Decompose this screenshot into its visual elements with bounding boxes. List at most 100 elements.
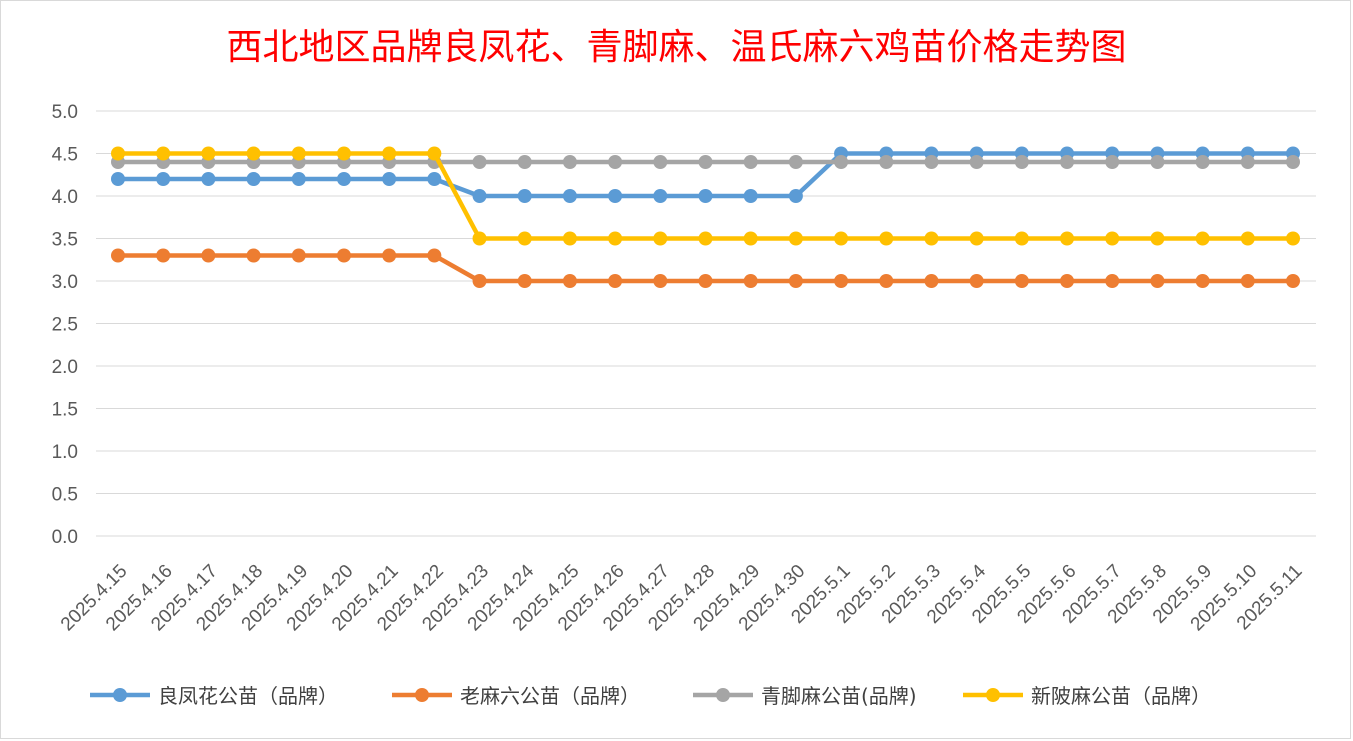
chart-title: 西北地区品牌良凤花、青脚麻、温氏麻六鸡苗价格走势图 — [226, 27, 1127, 68]
data-point — [472, 155, 487, 169]
data-point — [608, 189, 623, 203]
data-point — [879, 155, 894, 169]
data-point — [653, 274, 668, 288]
legend-item: 良凤花公苗（品牌） — [90, 684, 338, 708]
data-point — [1105, 155, 1120, 169]
data-point — [1150, 274, 1165, 288]
data-point — [1195, 155, 1210, 169]
data-point — [1195, 274, 1210, 288]
x-axis-ticks: 2025.4.152025.4.162025.4.172025.4.182025… — [57, 560, 1307, 635]
data-point — [291, 146, 306, 161]
y-axis-ticks: 0.0 0.5 1.0 1.5 2.0 2.5 3.0 3.5 4.0 4.5 5.0 — [52, 102, 78, 548]
data-point — [698, 155, 713, 169]
data-point — [1286, 155, 1300, 169]
data-point — [743, 189, 758, 203]
legend-label: 老麻六公苗（品牌） — [460, 684, 640, 708]
data-point — [653, 189, 668, 203]
legend-item: 老麻六公苗（品牌） — [392, 684, 640, 708]
data-point — [562, 274, 577, 288]
data-point — [111, 146, 125, 161]
legend-item: 新陂麻公苗（品牌） — [963, 684, 1211, 708]
series-group — [111, 146, 1300, 288]
data-point — [608, 231, 623, 246]
data-point — [834, 274, 849, 288]
data-point — [1105, 231, 1120, 246]
data-point — [1150, 155, 1165, 169]
data-point — [788, 189, 803, 203]
legend-swatch-marker — [716, 688, 730, 702]
data-point — [1105, 274, 1120, 288]
data-point — [156, 146, 171, 161]
y-tick-label: 0.0 — [52, 527, 78, 548]
data-point — [1195, 231, 1210, 246]
data-point — [472, 231, 487, 246]
data-point — [382, 172, 397, 186]
data-point — [653, 155, 668, 169]
series-4 — [111, 146, 1300, 246]
data-point — [1014, 274, 1029, 288]
data-point — [336, 146, 351, 161]
data-point — [653, 231, 668, 246]
data-point — [517, 274, 532, 288]
data-point — [517, 231, 532, 246]
data-point — [698, 274, 713, 288]
data-point — [156, 172, 171, 186]
data-point — [1060, 274, 1075, 288]
legend-swatch-marker — [415, 688, 429, 702]
data-point — [788, 155, 803, 169]
data-point — [201, 248, 216, 263]
data-point — [336, 172, 351, 186]
data-point — [201, 146, 216, 161]
y-tick-label: 2.5 — [52, 315, 78, 336]
data-point — [879, 231, 894, 246]
data-point — [743, 231, 758, 246]
series-3 — [111, 155, 1300, 169]
data-point — [472, 189, 487, 203]
data-point — [1240, 231, 1255, 246]
legend-swatch-marker — [986, 688, 1000, 702]
data-point — [788, 274, 803, 288]
data-point — [924, 155, 939, 169]
data-point — [111, 172, 125, 186]
data-point — [427, 146, 442, 161]
data-point — [1060, 231, 1075, 246]
data-point — [969, 155, 984, 169]
data-point — [517, 155, 532, 169]
data-point — [427, 248, 442, 263]
y-tick-label: 4.5 — [52, 145, 78, 166]
data-point — [472, 274, 487, 288]
data-point — [201, 172, 216, 186]
data-point — [111, 248, 125, 263]
legend: 良凤花公苗（品牌） 老麻六公苗（品牌） 青脚麻公苗(品牌) 新陂麻公苗（品牌） — [90, 684, 1211, 708]
data-point — [1150, 231, 1165, 246]
data-point — [698, 189, 713, 203]
data-point — [924, 231, 939, 246]
data-point — [743, 155, 758, 169]
data-point — [1286, 231, 1300, 246]
y-tick-label: 5.0 — [52, 102, 78, 123]
data-point — [1240, 274, 1255, 288]
data-point — [743, 274, 758, 288]
data-point — [246, 172, 261, 186]
data-point — [291, 248, 306, 263]
data-point — [608, 155, 623, 169]
data-point — [834, 231, 849, 246]
data-point — [246, 248, 261, 263]
data-point — [788, 231, 803, 246]
data-point — [562, 231, 577, 246]
data-point — [517, 189, 532, 203]
legend-swatch-marker — [113, 688, 127, 702]
legend-item: 青脚麻公苗(品牌) — [693, 684, 917, 708]
y-tick-label: 0.5 — [52, 485, 78, 506]
data-point — [608, 274, 623, 288]
data-point — [562, 189, 577, 203]
data-point — [382, 248, 397, 263]
data-point — [969, 274, 984, 288]
data-point — [156, 248, 171, 263]
legend-label: 良凤花公苗（品牌） — [158, 684, 338, 708]
data-point — [698, 231, 713, 246]
y-tick-label: 3.0 — [52, 272, 78, 293]
data-point — [427, 172, 442, 186]
